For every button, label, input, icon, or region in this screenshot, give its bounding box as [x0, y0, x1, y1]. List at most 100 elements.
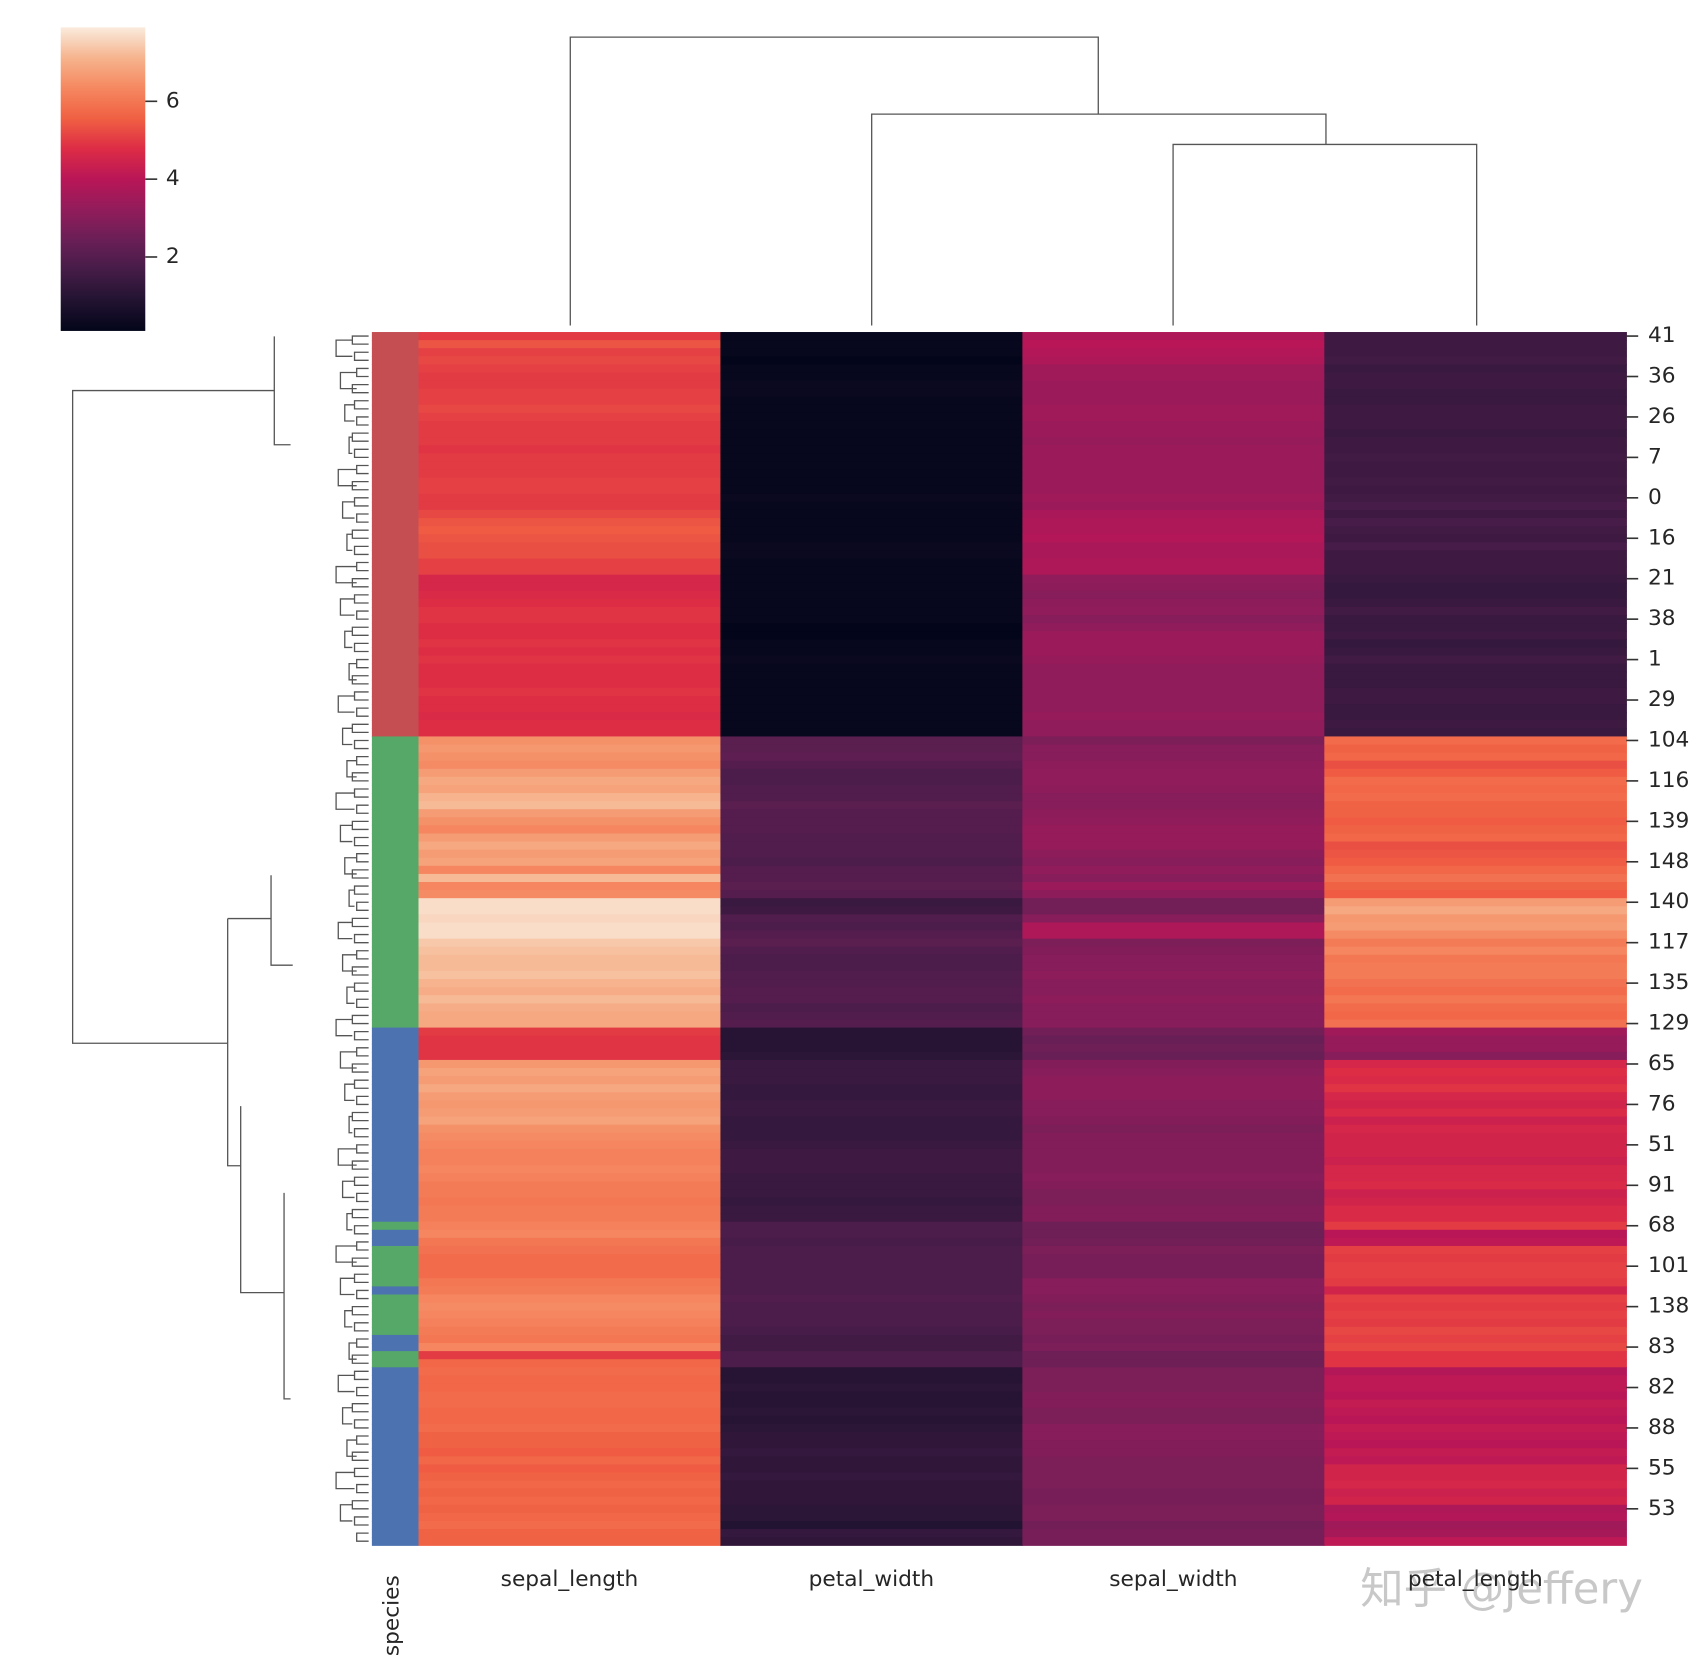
heatmap-cell [720, 453, 1024, 463]
heatmap-cell [720, 534, 1024, 543]
heatmap-cell [1324, 1189, 1627, 1199]
heatmap-cell [1022, 704, 1325, 713]
heatmap-cell [1324, 1302, 1627, 1312]
heatmap-cell [418, 590, 722, 600]
heatmap-cell [418, 364, 722, 374]
heatmap-cell [1022, 1504, 1325, 1514]
heatmap-cell [1324, 1092, 1627, 1102]
species-color [371, 1140, 419, 1150]
heatmap-cell [418, 768, 722, 778]
heatmap-cell [720, 841, 1024, 851]
species-color [371, 582, 419, 592]
heatmap-cell [418, 825, 722, 835]
heatmap-cell [720, 1035, 1024, 1045]
species-color [371, 1399, 419, 1409]
dendrogram-link [335, 792, 355, 810]
heatmap-cell [1324, 1520, 1627, 1530]
heatmap-cell [1324, 1310, 1627, 1320]
heatmap-cell [1324, 1431, 1627, 1441]
heatmap-cell [1324, 1464, 1627, 1474]
heatmap-cell [1022, 760, 1325, 770]
species-color [371, 663, 419, 673]
species-color [371, 1472, 419, 1482]
species-color [371, 429, 419, 438]
species-color [371, 1383, 419, 1393]
colorbar-tick-label: 4 [166, 166, 180, 191]
heatmap-cell [1324, 574, 1627, 584]
heatmap-cell [1022, 380, 1325, 390]
y-tick-label: 88 [1648, 1415, 1676, 1440]
heatmap-cell [418, 526, 722, 535]
heatmap-cell [1022, 1100, 1325, 1110]
dendrogram-link [353, 836, 369, 847]
species-color [371, 623, 419, 632]
heatmap-cell [720, 1529, 1024, 1538]
heatmap-cell [418, 1448, 722, 1457]
heatmap-cell [418, 1294, 722, 1304]
heatmap-cell [418, 760, 722, 770]
heatmap-cell [720, 631, 1024, 641]
heatmap-cell [1324, 995, 1627, 1004]
heatmap-cell [418, 728, 722, 738]
heatmap-cell [720, 1488, 1024, 1498]
species-color [371, 574, 419, 584]
heatmap-cell [1022, 501, 1325, 511]
dendrogram-link [353, 1516, 369, 1526]
heatmap-cell [1022, 1270, 1325, 1279]
heatmap-cell [1022, 623, 1325, 632]
heatmap-cell [418, 509, 722, 519]
heatmap-cell [1022, 396, 1325, 406]
heatmap-cell [720, 825, 1024, 835]
heatmap-cell [418, 1302, 722, 1312]
heatmap-cell [418, 793, 722, 802]
species-color [371, 898, 419, 907]
heatmap-cell [1324, 1351, 1627, 1360]
heatmap-cell [1022, 445, 1325, 454]
species-color [371, 979, 419, 988]
heatmap-cell [418, 1043, 722, 1053]
species-color [371, 1237, 419, 1247]
heatmap-cell [418, 1431, 722, 1441]
heatmap-cell [1022, 598, 1325, 608]
dendrogram-link [346, 533, 353, 552]
heatmap-cell [720, 558, 1024, 568]
heatmap-cell [720, 1334, 1024, 1344]
heatmap-cell [1022, 849, 1325, 859]
species-color [371, 1415, 419, 1425]
heatmap-cell [1324, 1326, 1627, 1336]
heatmap-cell [720, 946, 1024, 956]
heatmap-cell [418, 1068, 722, 1077]
species-color [371, 712, 419, 721]
heatmap-cell [720, 1189, 1024, 1199]
heatmap-cell [1022, 1286, 1325, 1296]
heatmap-cell [418, 841, 722, 851]
dendrogram-link [335, 1018, 353, 1037]
heatmap-cell [720, 518, 1024, 527]
species-color [371, 1059, 419, 1069]
heatmap-cell [1022, 1019, 1325, 1029]
heatmap-cell [1324, 849, 1627, 859]
heatmap-cell [418, 1343, 722, 1352]
heatmap-cell [418, 1019, 722, 1029]
heatmap-cell [1022, 1326, 1325, 1336]
heatmap-cell [720, 1084, 1024, 1093]
species-color [371, 793, 419, 802]
heatmap-cell [418, 1464, 722, 1474]
species-color [371, 801, 419, 810]
species-color [371, 1084, 419, 1093]
heatmap-cell [1324, 412, 1627, 422]
heatmap-cell [1324, 1237, 1627, 1247]
heatmap-cell [1022, 906, 1325, 916]
heatmap-cell [1022, 655, 1325, 665]
heatmap-cell [1022, 1051, 1325, 1061]
species-color [371, 1351, 419, 1360]
species-color [371, 509, 419, 519]
heatmap-cell [418, 938, 722, 948]
heatmap-cell [1324, 615, 1627, 624]
heatmap-cell [418, 388, 722, 398]
heatmap-cell [418, 1173, 722, 1182]
heatmap-cell [1022, 1302, 1325, 1312]
species-color [371, 1302, 419, 1312]
heatmap-cell [1324, 687, 1627, 697]
